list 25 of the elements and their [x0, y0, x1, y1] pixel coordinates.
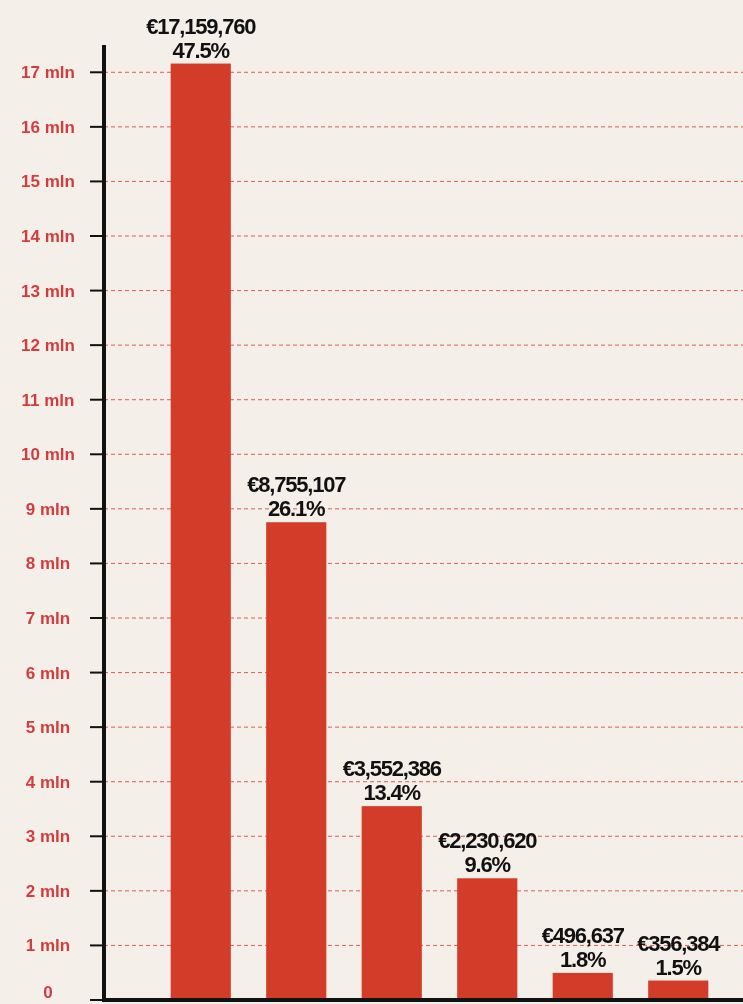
y-tick-label: 16 mln	[21, 117, 75, 137]
annotation: €2,230,620 9.6%	[438, 828, 538, 878]
y-tick-label: 2 mln	[25, 881, 71, 901]
y-tick-label: 4 mln	[25, 772, 71, 792]
y-tick-label: 13 mln	[21, 281, 75, 301]
y-tick-label: 7 mln	[25, 608, 71, 628]
annotation: €496,637 1.8%	[541, 922, 625, 972]
y-tick-label: 5 mln	[25, 718, 71, 738]
y-tick-label: 17 mln	[21, 63, 75, 83]
y-tick-label: 14 mln	[21, 226, 75, 246]
y-tick-label: 1 mln	[25, 936, 71, 956]
y-tick-label: 11 mln	[21, 390, 75, 410]
y-tick-label: 9 mln	[25, 499, 71, 519]
annotation: €3,552,386 13.4%	[342, 756, 442, 806]
annotation: €17,159,760 47.5%	[146, 13, 257, 63]
annotation: €356,384 1.5%	[637, 930, 722, 980]
y-tick-label: 3 mln	[25, 827, 71, 847]
y-tick-label: 15 mln	[21, 172, 75, 192]
annotation: €8,755,107 26.1%	[247, 472, 347, 522]
y-tick-label: 12 mln	[21, 336, 75, 356]
y-tick-label: 8 mln	[25, 554, 71, 574]
bar	[552, 972, 613, 1000]
y-tick-label: 10 mln	[21, 445, 75, 465]
y-tick-label: 0	[43, 982, 53, 1002]
y-tick-label: 6 mln	[25, 663, 71, 683]
